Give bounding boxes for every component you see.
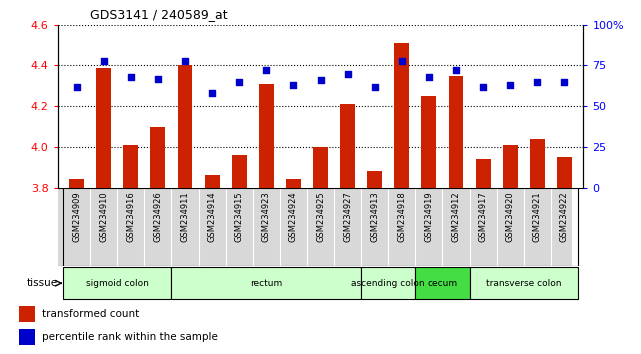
Text: ascending colon: ascending colon [351,279,425,288]
Bar [421,96,437,188]
Text: GSM234922: GSM234922 [560,192,569,242]
Text: GSM234919: GSM234919 [424,192,433,242]
Point [315,77,326,83]
Bar [124,145,138,188]
Point [153,76,163,81]
Text: GSM234909: GSM234909 [72,192,81,242]
Point [180,58,190,63]
Text: tissue: tissue [27,278,58,288]
Point [532,79,542,85]
Point [126,74,136,80]
Text: GSM234921: GSM234921 [533,192,542,242]
Bar [469,267,578,299]
Bar [530,139,545,188]
Text: GSM234912: GSM234912 [451,192,460,242]
Point [451,68,461,73]
Text: percentile rank within the sample: percentile rank within the sample [42,332,217,342]
Bar [476,159,490,188]
Text: GSM234911: GSM234911 [181,192,190,242]
Text: transformed count: transformed count [42,309,139,319]
Text: rectum: rectum [250,279,283,288]
Point [234,79,244,85]
Bar [340,104,355,188]
Bar [63,267,172,299]
Point [207,90,217,96]
Bar [503,145,518,188]
Bar [232,155,247,188]
Point [72,84,82,90]
Text: GSM234927: GSM234927 [343,192,352,242]
Bar [19,329,35,345]
Point [261,68,271,73]
Point [505,82,515,88]
Text: GSM234924: GSM234924 [289,192,298,242]
Text: GSM234914: GSM234914 [208,192,217,242]
Point [342,71,353,76]
Bar [394,43,409,188]
Bar [178,65,192,188]
Point [397,58,407,63]
Text: GSM234913: GSM234913 [370,192,379,242]
Text: GSM234918: GSM234918 [397,192,406,242]
Bar [313,147,328,188]
Bar [204,175,220,188]
Point [99,58,109,63]
Text: GSM234915: GSM234915 [235,192,244,242]
Bar [367,171,382,188]
Bar [96,68,111,188]
Text: GSM234923: GSM234923 [262,192,271,242]
Point [370,84,380,90]
Text: GSM234917: GSM234917 [479,192,488,242]
Text: sigmoid colon: sigmoid colon [86,279,149,288]
Point [424,74,434,80]
Bar [557,157,572,188]
Bar [286,179,301,188]
Bar [361,267,415,299]
Bar [151,127,165,188]
Bar [415,267,469,299]
Bar [172,267,361,299]
Bar [449,76,463,188]
Bar [69,179,84,188]
Text: GSM234916: GSM234916 [126,192,135,242]
Point [478,84,488,90]
Text: GSM234925: GSM234925 [316,192,325,242]
Text: GSM234910: GSM234910 [99,192,108,242]
Point [288,82,299,88]
Bar [259,84,274,188]
Text: GSM234926: GSM234926 [153,192,162,242]
Text: GSM234920: GSM234920 [506,192,515,242]
Point [559,79,569,85]
Text: cecum: cecum [428,279,458,288]
Bar [19,306,35,321]
Text: transverse colon: transverse colon [486,279,562,288]
Text: GDS3141 / 240589_at: GDS3141 / 240589_at [90,8,228,21]
